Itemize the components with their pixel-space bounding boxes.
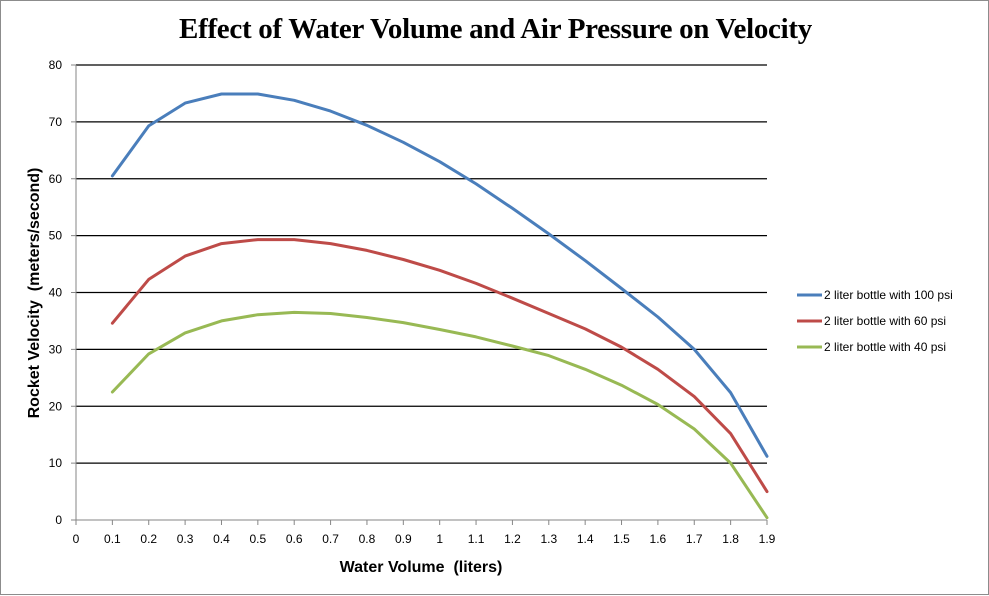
x-tick-label: 1.6 [650, 532, 667, 546]
x-tick-label: 1.8 [722, 532, 739, 546]
x-tick-label: 1.9 [759, 532, 776, 546]
series-line-1 [110, 92, 769, 458]
y-tick-label: 50 [49, 229, 63, 243]
x-tick-label: 0.5 [249, 532, 266, 546]
x-axis-title: Water Volume (liters) [340, 559, 503, 576]
y-tick-label: 30 [49, 342, 63, 356]
series-line-2 [110, 238, 769, 494]
y-tick-label: 10 [49, 456, 63, 470]
x-tick-label: 1.2 [504, 532, 521, 546]
x-tick-label: 1.1 [468, 532, 485, 546]
x-tick-label: 1.5 [613, 532, 630, 546]
x-tick-label: 0.7 [322, 532, 339, 546]
x-tick-label: 0 [73, 532, 80, 546]
y-tick-label: 0 [55, 513, 62, 527]
y-tick-label: 60 [49, 172, 63, 186]
x-tick-label: 0.4 [213, 532, 230, 546]
chart-title: Effect of Water Volume and Air Pressure … [179, 13, 812, 45]
x-tick-label: 1.3 [540, 532, 557, 546]
x-axis-ticks: 0 0.1 0.2 0.3 0.4 0.5 0.6 0.7 0.8 0.9 1 1.1 1.2 1.3 1.… [73, 520, 776, 546]
x-tick-label: 0.3 [177, 532, 194, 546]
legend: 2 liter bottle with 100 psi 2 liter bottl… [797, 288, 953, 354]
legend-label-2: 2 liter bottle with 60 psi [824, 314, 946, 328]
gridlines [76, 64, 767, 464]
x-tick-label: 1.7 [686, 532, 703, 546]
y-tick-label: 80 [49, 58, 63, 72]
x-tick-label: 0.9 [395, 532, 412, 546]
legend-label-3: 2 liter bottle with 40 psi [824, 340, 946, 354]
y-tick-label: 70 [49, 115, 63, 129]
series-line-3 [110, 310, 769, 520]
y-axis-title: Rocket Velocity (meters/second) [26, 168, 43, 419]
x-tick-label: 1 [436, 532, 443, 546]
y-tick-label: 20 [49, 399, 63, 413]
series-lines [110, 92, 769, 520]
y-tick-label: 40 [49, 286, 63, 300]
x-tick-label: 0.2 [140, 532, 157, 546]
y-axis-ticks: 0 10 20 30 40 50 60 70 80 [49, 58, 76, 527]
x-tick-label: 0.6 [286, 532, 303, 546]
x-tick-label: 1.4 [577, 532, 594, 546]
x-tick-label: 0.1 [104, 532, 121, 546]
x-tick-label: 0.8 [359, 532, 376, 546]
legend-label-1: 2 liter bottle with 100 psi [824, 288, 953, 302]
